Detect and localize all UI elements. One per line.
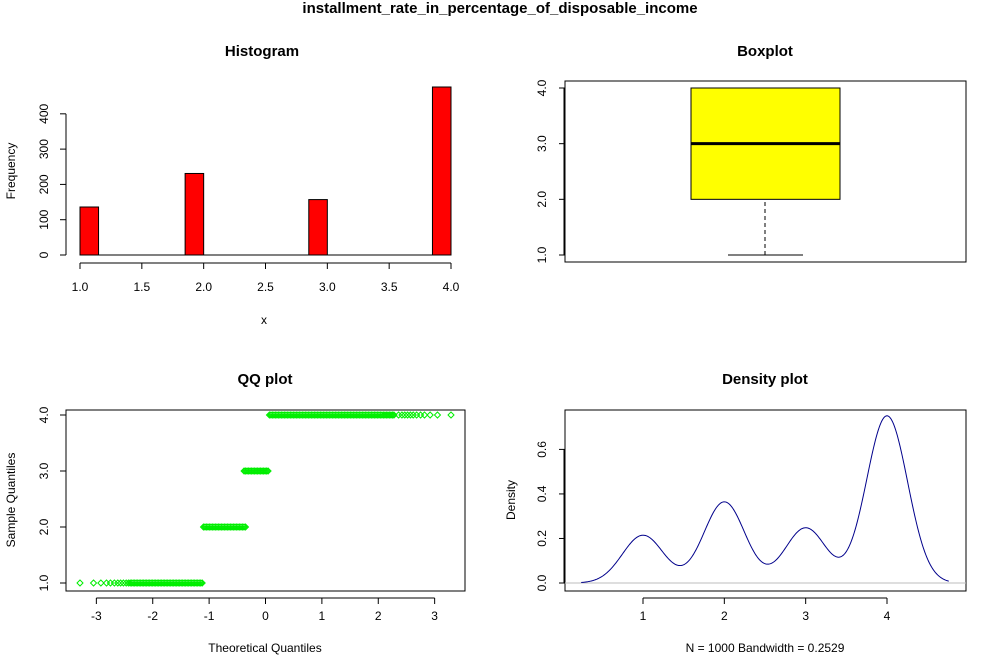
density-y-label: Density — [504, 480, 518, 520]
density-y-tick-label: 0.2 — [535, 530, 549, 547]
density-plot-panel: Density plot 1 2 3 4 0.0 0.2 0.4 0.6 N = 1000 Ban… — [504, 371, 967, 655]
qq-point — [122, 579, 130, 587]
qq-point — [420, 411, 429, 419]
histogram-x-tick-label: 3.5 — [381, 280, 398, 294]
histogram-x-tick-label: 3.0 — [319, 280, 336, 294]
qq-plot-x-tick-label: 2 — [375, 609, 382, 623]
qq-plot-y-tick-label: 3.0 — [37, 462, 51, 479]
qq-plot-y-tick-label: 2.0 — [37, 518, 51, 535]
qq-point — [114, 579, 122, 587]
qq-point — [406, 411, 415, 419]
qq-point — [106, 579, 115, 587]
qq-plot-panel: QQ plot -3 -2 -1 0 1 2 3 1.0 2.0 3.0 4.0 Theoretical… — [4, 371, 466, 655]
histogram-panel: Histogram 1.0 1.5 2.0 2.5 3.0 3.5 4.0 0 100 200 300… — [4, 43, 460, 327]
histogram-y-tick-label: 200 — [37, 174, 51, 194]
histogram-y-label: Frequency — [4, 143, 18, 200]
density-x-label: N = 1000 Bandwidth = 0.2529 — [686, 641, 845, 655]
qq-plot-y-tick-label: 4.0 — [37, 406, 51, 423]
qq-plot-frame — [65, 409, 466, 592]
qq-plot-y-tick-label: 1.0 — [37, 574, 51, 591]
qq-point-cluster — [199, 523, 250, 531]
qq-point-cluster — [126, 579, 206, 587]
qq-plot-x-tick-label: -1 — [204, 609, 215, 623]
boxplot-y-tick-label: 2.0 — [535, 191, 549, 208]
boxplot-panel: Boxplot 1.0 2.0 3.0 4.0 — [535, 43, 967, 263]
density-plot-frame — [564, 409, 967, 592]
histogram-title: Histogram — [225, 43, 299, 60]
histogram-y-tick-label: 300 — [37, 139, 51, 159]
qq-point-cluster — [240, 467, 272, 475]
boxplot-title: Boxplot — [737, 43, 793, 60]
qq-point — [76, 579, 84, 587]
histogram-y-tick-label: 0 — [37, 251, 51, 258]
histogram-x-tick-label: 2.0 — [195, 280, 212, 294]
density-curve — [581, 415, 949, 583]
qq-point — [89, 579, 98, 587]
histogram-x-tick-label: 4.0 — [443, 280, 460, 294]
qq-plot-x-tick-label: 3 — [431, 609, 438, 623]
boxplot-y-tick-label: 4.0 — [535, 79, 549, 96]
density-y-tick-label: 0.6 — [535, 441, 549, 458]
qq-plot-x-label: Theoretical Quantiles — [208, 641, 321, 655]
qq-plot-title: QQ plot — [238, 371, 293, 388]
qq-plot-x-tick-label: -2 — [147, 609, 158, 623]
density-y-tick-label: 0.4 — [535, 485, 549, 502]
boxplot-y-tick-label: 1.0 — [535, 246, 549, 263]
qq-point-cluster — [265, 411, 398, 419]
boxplot-frame — [564, 80, 967, 263]
density-x-tick-label: 4 — [884, 609, 891, 623]
histogram-x-tick-label: 2.5 — [257, 280, 274, 294]
qq-plot-y-label: Sample Quantiles — [4, 453, 18, 548]
qq-point — [416, 411, 425, 419]
qq-point — [97, 579, 105, 587]
main-title: installment_rate_in_percentage_of_dispos… — [302, 0, 698, 17]
qq-point — [403, 411, 412, 419]
qq-point — [426, 411, 434, 419]
histogram-bar — [184, 172, 205, 256]
qq-plot-x-tick-label: 1 — [319, 609, 326, 623]
histogram-y-tick-label: 100 — [37, 209, 51, 229]
histogram-x-tick-label: 1.5 — [133, 280, 150, 294]
density-x-tick-label: 1 — [640, 609, 647, 623]
density-y-tick-label: 0.0 — [535, 574, 549, 591]
qq-plot-x-tick-label: 0 — [262, 609, 269, 623]
qq-point — [398, 411, 406, 419]
qq-plot-x-tick-label: -3 — [91, 609, 102, 623]
qq-point — [447, 411, 455, 419]
histogram-x-label: x — [261, 313, 267, 327]
density-x-tick-label: 3 — [802, 609, 809, 623]
histogram-bar — [79, 206, 100, 256]
histogram-x-tick-label: 1.0 — [72, 280, 89, 294]
histogram-y-tick-label: 400 — [37, 103, 51, 123]
boxplot-y-tick-label: 3.0 — [535, 135, 549, 152]
qq-point — [401, 411, 409, 419]
histogram-bar — [431, 86, 452, 256]
density-x-tick-label: 2 — [721, 609, 728, 623]
qq-point — [433, 411, 442, 419]
qq-point — [119, 579, 128, 587]
histogram-bar — [308, 199, 328, 256]
qq-point — [124, 579, 133, 587]
qq-point — [116, 579, 125, 587]
density-plot-title: Density plot — [722, 371, 808, 388]
